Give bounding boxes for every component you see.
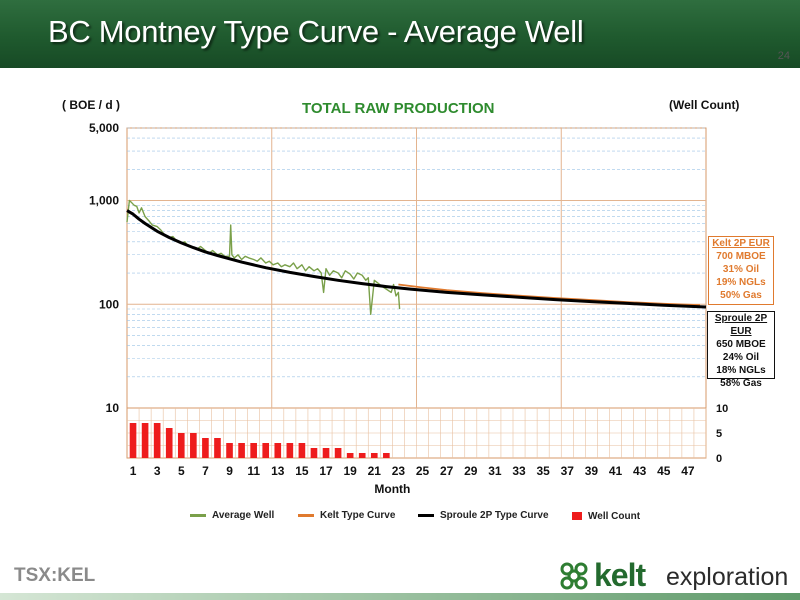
legend-swatch (190, 513, 206, 517)
well-count-bar (250, 443, 257, 458)
x-tick-label: 25 (416, 464, 430, 478)
well-count-bar (322, 448, 330, 458)
x-tick-label: 27 (440, 464, 454, 478)
legend-item-well-count: Well Count (572, 509, 640, 523)
well-count-bar (298, 443, 306, 458)
kelt-eur-line: 31% Oil (722, 264, 760, 275)
header-bar (0, 0, 800, 68)
sproule-type-curve-line (126, 209, 707, 309)
x-tick-label: 33 (512, 464, 526, 478)
brand-subtitle: exploration (666, 563, 789, 591)
chart-title: TOTAL RAW PRODUCTION (302, 100, 495, 117)
legend-swatch (298, 513, 314, 517)
x-tick-label: 29 (464, 464, 478, 478)
y-tick-label: 5,000 (89, 121, 119, 135)
legend-item-kelt-type-curve: Kelt Type Curve (298, 508, 395, 522)
x-tick-label: 21 (368, 464, 382, 478)
well-count-bar (153, 423, 161, 458)
x-tick-label: 19 (343, 464, 357, 478)
footer-band (0, 593, 800, 600)
x-tick-label: 5 (178, 464, 185, 478)
slide-number: 24 (777, 50, 790, 62)
x-tick-label: 35 (536, 464, 550, 478)
x-tick-label: 11 (247, 464, 260, 478)
well-count-bar (334, 448, 342, 458)
well-count-bar (358, 453, 366, 458)
sproule-eur-box: Sproule 2P EUR 650 MBOE 24% Oil 18% NGLs… (707, 311, 775, 389)
x-tick-label: 1 (130, 464, 137, 478)
legend-label: Well Count (588, 510, 641, 522)
well-count-bar (286, 443, 294, 458)
slide-title: BC Montney Type Curve - Average Well (48, 14, 584, 49)
well-count-bar (346, 453, 354, 458)
well-count-bar (190, 433, 197, 458)
x-tick-label: 13 (271, 464, 285, 478)
sproule-eur-line: 24% Oil (722, 352, 760, 363)
legend-swatch (572, 512, 582, 520)
kelt-eur-title: Kelt 2P EUR (712, 238, 770, 249)
x-tick-label: 41 (609, 464, 623, 478)
left-axis-unit: ( BOE / d ) (62, 98, 120, 112)
right-axis-unit: (Well Count) (669, 98, 740, 112)
kelt-eur-box: Kelt 2P EUR 700 MBOE 31% Oil 19% NGLs 50… (708, 236, 774, 305)
well-count-bar (165, 428, 173, 458)
kelt-logo-icon (560, 562, 588, 590)
well-count-bar (238, 443, 245, 458)
well-count-bar (129, 423, 137, 458)
legend-label: Kelt Type Curve (320, 509, 396, 521)
x-tick-label: 47 (681, 464, 695, 478)
well-count-bar (370, 453, 378, 458)
well-count-bar (202, 438, 209, 458)
x-tick-label: 37 (561, 464, 575, 478)
sproule-eur-title: Sproule 2P EUR (714, 313, 768, 337)
y-tick-label: 10 (106, 401, 120, 415)
x-tick-label: 15 (295, 464, 309, 478)
x-tick-label: 43 (633, 464, 647, 478)
well-count-bar (226, 443, 233, 458)
legend-swatch (418, 513, 434, 517)
x-axis-label: Month (374, 482, 410, 496)
x-tick-label: 23 (392, 464, 406, 478)
x-tick-label: 45 (657, 464, 671, 478)
well-count-bar (141, 423, 149, 458)
sproule-eur-line: 18% NGLs (716, 365, 766, 376)
x-tick-label: 17 (319, 464, 333, 478)
stock-ticker: TSX:KEL (14, 565, 96, 586)
kelt-eur-line: 50% Gas (720, 290, 762, 301)
sproule-eur-line: 650 MBOE (716, 339, 766, 350)
y-tick-label: 1,000 (89, 194, 119, 208)
x-tick-label: 7 (202, 464, 209, 478)
well-count-tick-label: 5 (716, 428, 722, 440)
well-count-bar (214, 438, 221, 458)
legend-item-sproule-type-curve: Sproule 2P Type Curve (418, 508, 549, 522)
kelt-eur-line: 700 MBOE (716, 251, 766, 262)
well-count-bar (177, 433, 185, 458)
x-tick-label: 3 (154, 464, 161, 478)
well-count-bar (274, 443, 282, 458)
legend-label: Sproule 2P Type Curve (440, 509, 549, 521)
well-count-tick-label: 0 (716, 453, 722, 465)
well-count-bar (310, 448, 318, 458)
well-count-tick-label: 10 (716, 403, 728, 415)
sproule-eur-line: 58% Gas (720, 378, 762, 389)
well-count-bar (262, 443, 270, 458)
legend-item-average-well: Average Well (190, 508, 274, 522)
brand-name: kelt (594, 557, 646, 593)
x-tick-label: 9 (226, 464, 233, 478)
legend-label: Average Well (212, 509, 275, 521)
well-count-bar (383, 453, 390, 458)
x-tick-label: 31 (488, 464, 502, 478)
kelt-eur-line: 19% NGLs (716, 277, 766, 288)
y-tick-label: 100 (99, 297, 119, 311)
x-tick-label: 39 (585, 464, 599, 478)
